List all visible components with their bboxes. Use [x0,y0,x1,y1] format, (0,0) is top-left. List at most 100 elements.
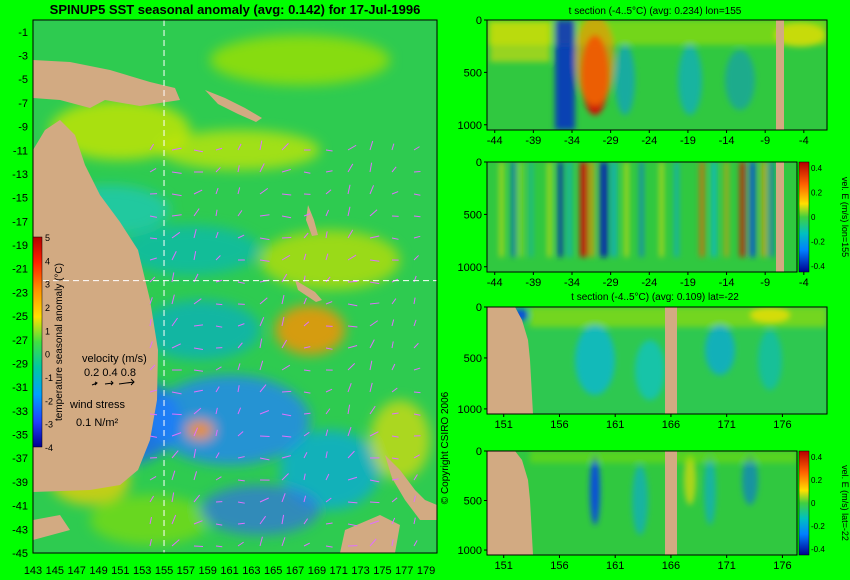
section-panel-1: t section (-4..5°C) (avg: 0.234) lon=155… [458,6,828,147]
map-y-tick-label: -1 [18,27,28,39]
map-y-tick-label: -39 [12,477,28,489]
velocity-arrow [281,254,291,261]
velocity-arrow [325,497,332,503]
velocity-arrow [303,232,309,239]
panel4-land-west [487,451,533,555]
velocity-arrow [347,144,357,151]
map-y-tick-label: -43 [12,524,28,536]
velocity-arrow [303,495,307,503]
x-tick-label: 171 [717,419,735,431]
velocity-arrow [303,253,307,261]
velocity-arrow [215,231,219,239]
velocity-arrow [149,341,153,349]
x-tick-label: -24 [641,135,657,147]
velocity-arrow [281,316,285,327]
velocity-arrow [413,342,419,349]
velocity-arrow [149,476,157,481]
velocity-arrow [281,273,288,283]
map-x-tick-label: 173 [351,565,369,577]
velocity-stripe [740,162,745,257]
velocity-arrow [259,360,264,371]
map-x-tick-label: 175 [373,565,391,577]
velocity-arrow [391,539,394,547]
velocity-arrow [259,338,263,349]
velocity-arrow [369,162,373,173]
velocity-arrow [413,235,421,239]
velocity-arrow [171,272,175,283]
velocity-stripe [640,162,643,257]
velocity-arrow [171,492,175,503]
velocity-arrow [303,171,311,174]
wind-legend-title: wind stress [69,399,126,411]
velocity-arrow [215,325,223,328]
x-tick-label: 166 [662,419,680,431]
velocity-arrow [171,214,182,217]
map-colorbar-label: temperature seasonal anomaly (°C) [54,263,65,421]
x-tick-label: -14 [719,135,735,147]
velocity-legend-values: 0.2 0.4 0.8 [84,367,136,379]
velocity-arrow [303,542,311,547]
velocity-arrow [347,184,351,195]
velocity-arrow [237,210,243,217]
velocity-arrow [281,364,291,371]
velocity-arrow [391,363,396,371]
x-tick-label: 166 [662,560,680,572]
land-vanuatu [306,205,318,236]
velocity-arrow [281,215,292,219]
map-y-tick-label: -31 [12,382,28,394]
velocity-arrow [413,540,418,547]
velocity-arrow [325,276,331,283]
land-australia [33,120,158,492]
velocity-arrow [259,497,269,503]
velocity-arrow [149,517,153,525]
velocity-stripe [750,162,755,257]
velocity-arrow [281,435,292,438]
velocity-arrow [171,193,182,197]
velocity-arrow [237,541,244,547]
velocity-arrow [347,426,352,437]
velocity-arrow [171,294,175,305]
velocity-arrow [303,431,310,437]
velocity-arrow [369,538,377,547]
velocity-arrow [149,389,157,393]
panel1-land [776,20,784,130]
panel4-colorbar-ticks: 0.4 0.2 0 -0.2 -0.4 [811,453,825,554]
x-tick-label: -4 [799,277,809,289]
land-new-zealand-north [385,455,437,520]
velocity-arrow [215,255,221,261]
velocity-arrow [259,259,270,262]
velocity-arrow [171,514,177,525]
map-x-tick-label: 157 [177,565,195,577]
velocity-arrow [347,254,357,261]
map-y-tick-label: -7 [18,98,28,110]
velocity-arrow [259,237,270,241]
velocity-arrow [369,382,373,393]
velocity-arrow [149,413,158,416]
velocity-stripe [700,162,704,257]
map-x-tick-label: 165 [264,565,282,577]
velocity-arrow [215,452,220,459]
velocity-arrow [237,165,240,173]
velocity-arrow [193,298,202,305]
colorbar-tick: 0 [811,213,816,222]
map-y-tick-label: -25 [12,311,28,323]
map-colorbar-tick: -1 [45,373,53,383]
colorbar-tick: -0.4 [811,545,825,554]
velocity-arrow [259,515,267,525]
velocity-arrow [215,279,223,283]
velocity-arrow [347,303,358,307]
velocity-arrow [149,318,152,327]
land-solomons [205,90,262,122]
y-tick-label: 1000 [458,545,482,557]
map-colorbar-tick: -3 [45,420,53,430]
land-new-zealand-south [340,515,400,553]
velocity-arrow [281,493,286,503]
map-x-ticks: 143 145 147 149 151 153 155 157 159 161 163 165 167 1… [24,565,435,577]
x-tick-label: -29 [603,277,619,289]
velocity-arrow [347,363,356,371]
velocity-arrow [413,215,421,218]
panel2-land [776,162,784,272]
velocity-arrow [171,450,179,459]
y-tick-label: 0 [476,446,482,458]
velocity-arrow [171,317,178,327]
